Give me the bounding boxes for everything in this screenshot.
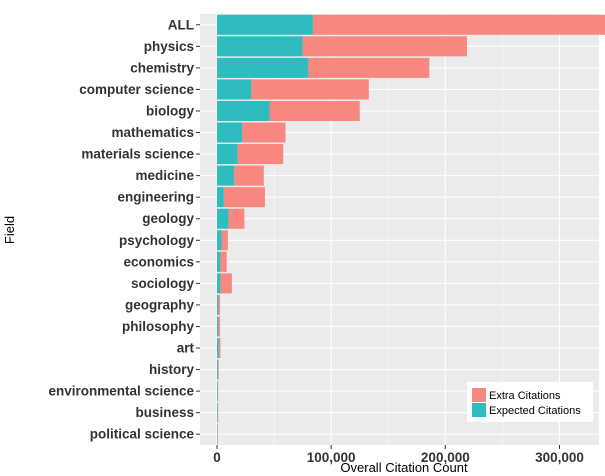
bar-extra-citations — [217, 359, 219, 380]
bar-expected-citations — [217, 381, 218, 402]
y-tick-label: environmental science — [48, 384, 194, 399]
y-tick-label: psychology — [119, 233, 195, 248]
bar-expected-citations — [217, 251, 221, 272]
y-tick-label: business — [135, 405, 194, 420]
y-tick-label: biology — [146, 103, 194, 118]
bar-expected-citations — [217, 230, 222, 251]
bar-extra-citations — [228, 208, 245, 229]
bar-expected-citations — [217, 359, 218, 380]
legend-label: Extra Citations — [489, 390, 561, 402]
y-tick-label: economics — [123, 254, 194, 269]
bar-extra-citations — [308, 57, 430, 78]
y-axis: ALL physics chemistry computer science biolo… — [48, 17, 200, 442]
bars — [217, 14, 605, 445]
x-axis: 0 100,000 200,000 300,000 — [213, 445, 584, 465]
y-tick-label: philosophy — [122, 319, 194, 334]
bar-expected-citations — [217, 100, 270, 121]
bar-extra-citations — [251, 79, 369, 100]
bar-extra-citations — [237, 144, 284, 165]
bar-expected-citations — [217, 294, 219, 315]
bar-expected-citations — [217, 79, 252, 100]
bar-extra-citations — [234, 165, 264, 186]
y-tick-label: medicine — [135, 168, 194, 183]
bar-expected-citations — [217, 402, 218, 423]
legend-box — [467, 382, 593, 422]
bar-extra-citations — [220, 251, 227, 272]
x-tick-label: 100,000 — [307, 450, 356, 465]
bar-expected-citations — [217, 165, 235, 186]
legend-swatch — [472, 403, 486, 417]
bar-extra-citations — [218, 294, 221, 315]
y-tick-label: ALL — [168, 17, 194, 32]
y-tick-label: political science — [90, 427, 195, 442]
y-axis-title: Field — [2, 216, 17, 244]
plot-panel — [200, 14, 599, 445]
y-tick-label: computer science — [79, 82, 194, 97]
x-tick-label: 0 — [213, 450, 221, 465]
y-tick-label: geography — [125, 297, 195, 312]
bar-expected-citations — [217, 338, 219, 359]
y-tick-label: engineering — [117, 190, 194, 205]
bar-extra-citations — [220, 273, 232, 294]
y-tick-label: art — [177, 341, 195, 356]
bar-extra-citations — [221, 230, 228, 251]
bar-extra-citations — [302, 36, 468, 57]
bar-extra-citations — [269, 100, 360, 121]
bar-extra-citations — [242, 122, 286, 143]
legend-label: Expected Citations — [489, 405, 581, 417]
bar-expected-citations — [217, 144, 238, 165]
y-tick-label: chemistry — [130, 60, 194, 75]
bar-extra-citations — [223, 187, 265, 208]
legend-swatch — [472, 388, 486, 402]
y-tick-label: geology — [142, 211, 194, 226]
bar-extra-citations — [312, 14, 605, 35]
y-tick-label: materials science — [81, 147, 194, 162]
y-tick-label: physics — [144, 39, 194, 54]
bar-extra-citations — [218, 316, 221, 337]
bar-expected-citations — [217, 316, 219, 337]
legend: Extra Citations Expected Citations — [467, 382, 593, 422]
bar-expected-citations — [217, 122, 243, 143]
x-tick-label: 200,000 — [421, 450, 470, 465]
x-axis-title: Overall Citation Count — [340, 460, 468, 475]
bar-expected-citations — [217, 57, 309, 78]
bar-expected-citations — [217, 36, 303, 57]
bar-extra-citations — [218, 338, 221, 359]
y-tick-label: history — [149, 362, 195, 377]
x-tick-label: 300,000 — [535, 450, 584, 465]
y-tick-label: sociology — [131, 276, 195, 291]
bar-expected-citations — [217, 187, 224, 208]
bar-expected-citations — [217, 273, 221, 294]
bar-expected-citations — [217, 14, 313, 35]
bar-expected-citations — [217, 208, 229, 229]
y-tick-label: mathematics — [111, 125, 194, 140]
